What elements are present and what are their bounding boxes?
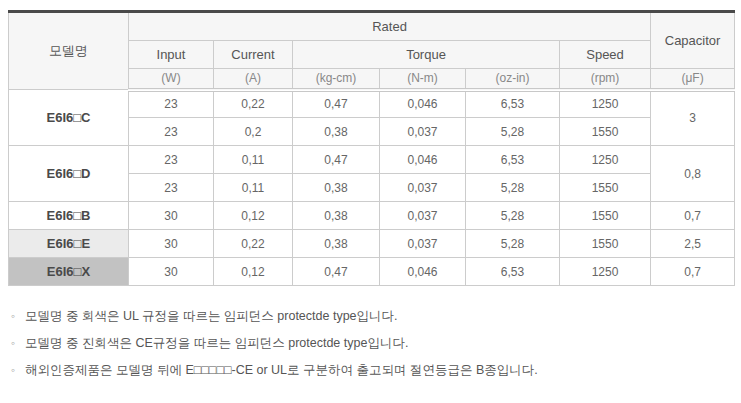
model-name-cell: E6I6□D xyxy=(9,146,129,202)
cell-speed: 1550 xyxy=(560,202,651,230)
model-name-cell: E6I6□C xyxy=(9,90,129,146)
cell-torque-nm: 0,037 xyxy=(380,230,466,258)
model-name-cell: E6I6□E xyxy=(9,230,129,258)
col-header-speed: Speed xyxy=(560,41,651,69)
cell-capacitor: 2,5 xyxy=(651,230,735,258)
cell-current: 0,12 xyxy=(214,202,293,230)
cell-current: 0,22 xyxy=(214,90,293,118)
note-text: 해외인증제품은 모델명 뒤에 E□□□□□-CE or UL로 구분하여 출고되… xyxy=(25,363,538,377)
cell-input: 23 xyxy=(129,174,214,202)
cell-torque-nm: 0,037 xyxy=(380,174,466,202)
cell-torque-ozin: 6,53 xyxy=(466,90,560,118)
cell-capacitor: 3 xyxy=(651,90,735,146)
cell-torque-ozin: 5,28 xyxy=(466,202,560,230)
cell-torque-kgcm: 0,47 xyxy=(293,258,380,286)
cell-speed: 1250 xyxy=(560,90,651,118)
header-row-rated: 모델명 Rated Capacitor xyxy=(9,12,735,41)
unit-uf: (μF) xyxy=(651,69,735,90)
cell-torque-kgcm: 0,47 xyxy=(293,90,380,118)
cell-input: 23 xyxy=(129,146,214,174)
motor-spec-table: 모델명 Rated Capacitor Input Current Torque… xyxy=(8,10,735,286)
cell-speed: 1550 xyxy=(560,230,651,258)
table-row: E6I6□E 30 0,22 0,38 0,037 5,28 1550 2,5 xyxy=(9,230,735,258)
cell-current: 0,22 xyxy=(214,230,293,258)
table-row: E6I6□D 23 0,11 0,47 0,046 6,53 1250 0,8 xyxy=(9,146,735,174)
cell-capacitor: 0,8 xyxy=(651,146,735,202)
bullet-icon: ◦ xyxy=(11,330,25,357)
cell-current: 0,11 xyxy=(214,174,293,202)
cell-input: 30 xyxy=(129,230,214,258)
cell-torque-ozin: 5,28 xyxy=(466,230,560,258)
table-row: E6I6□X 30 0,12 0,47 0,046 6,53 1250 0,7 xyxy=(9,258,735,286)
note-line: ◦모델명 중 회색은 UL 규정을 따르는 임피던스 protectde typ… xyxy=(11,303,734,330)
col-header-torque: Torque xyxy=(293,41,560,69)
cell-torque-kgcm: 0,47 xyxy=(293,146,380,174)
cell-capacitor: 0,7 xyxy=(651,258,735,286)
cell-speed: 1250 xyxy=(560,258,651,286)
cell-torque-ozin: 6,53 xyxy=(466,258,560,286)
unit-n-m: (N-m) xyxy=(380,69,466,90)
note-text: 모델명 중 회색은 UL 규정을 따르는 임피던스 protectde type… xyxy=(25,309,398,323)
unit-input: (W) xyxy=(129,69,214,90)
cell-input: 23 xyxy=(129,118,214,146)
cell-torque-kgcm: 0,38 xyxy=(293,174,380,202)
cell-torque-kgcm: 0,38 xyxy=(293,118,380,146)
cell-torque-kgcm: 0,38 xyxy=(293,202,380,230)
footnotes: ◦모델명 중 회색은 UL 규정을 따르는 임피던스 protectde typ… xyxy=(11,303,734,384)
cell-capacitor: 0,7 xyxy=(651,202,735,230)
cell-torque-kgcm: 0,38 xyxy=(293,230,380,258)
col-header-current: Current xyxy=(214,41,293,69)
bullet-icon: ◦ xyxy=(11,357,25,384)
cell-speed: 1550 xyxy=(560,118,651,146)
page: 모델명 Rated Capacitor Input Current Torque… xyxy=(0,0,741,403)
cell-current: 0,12 xyxy=(214,258,293,286)
cell-torque-nm: 0,037 xyxy=(380,202,466,230)
col-header-input: Input xyxy=(129,41,214,69)
unit-current: (A) xyxy=(214,69,293,90)
cell-torque-nm: 0,046 xyxy=(380,90,466,118)
cell-torque-nm: 0,046 xyxy=(380,258,466,286)
cell-input: 23 xyxy=(129,90,214,118)
cell-torque-nm: 0,037 xyxy=(380,118,466,146)
cell-speed: 1250 xyxy=(560,146,651,174)
cell-torque-nm: 0,046 xyxy=(380,146,466,174)
cell-input: 30 xyxy=(129,258,214,286)
model-name-cell: E6I6□X xyxy=(9,258,129,286)
note-text: 모델명 중 진회색은 CE규정을 따르는 임피던스 protectde type… xyxy=(25,336,408,350)
table-row: E6I6□C 23 0,22 0,47 0,046 6,53 1250 3 xyxy=(9,90,735,118)
bullet-icon: ◦ xyxy=(11,303,25,330)
cell-speed: 1550 xyxy=(560,174,651,202)
model-name-cell: E6I6□B xyxy=(9,202,129,230)
col-header-capacitor: Capacitor xyxy=(651,12,735,69)
cell-current: 0,2 xyxy=(214,118,293,146)
col-header-rated: Rated xyxy=(129,12,651,41)
cell-torque-ozin: 5,28 xyxy=(466,174,560,202)
unit-oz-in: (oz-in) xyxy=(466,69,560,90)
note-line: ◦해외인증제품은 모델명 뒤에 E□□□□□-CE or UL로 구분하여 출고… xyxy=(11,357,734,384)
table-row: E6I6□B 30 0,12 0,38 0,037 5,28 1550 0,7 xyxy=(9,202,735,230)
cell-torque-ozin: 6,53 xyxy=(466,146,560,174)
cell-torque-ozin: 5,28 xyxy=(466,118,560,146)
unit-rpm: (rpm) xyxy=(560,69,651,90)
unit-kg-cm: (kg-cm) xyxy=(293,69,380,90)
cell-input: 30 xyxy=(129,202,214,230)
col-header-model: 모델명 xyxy=(9,12,129,90)
cell-current: 0,11 xyxy=(214,146,293,174)
note-line: ◦모델명 중 진회색은 CE규정을 따르는 임피던스 protectde typ… xyxy=(11,330,734,357)
